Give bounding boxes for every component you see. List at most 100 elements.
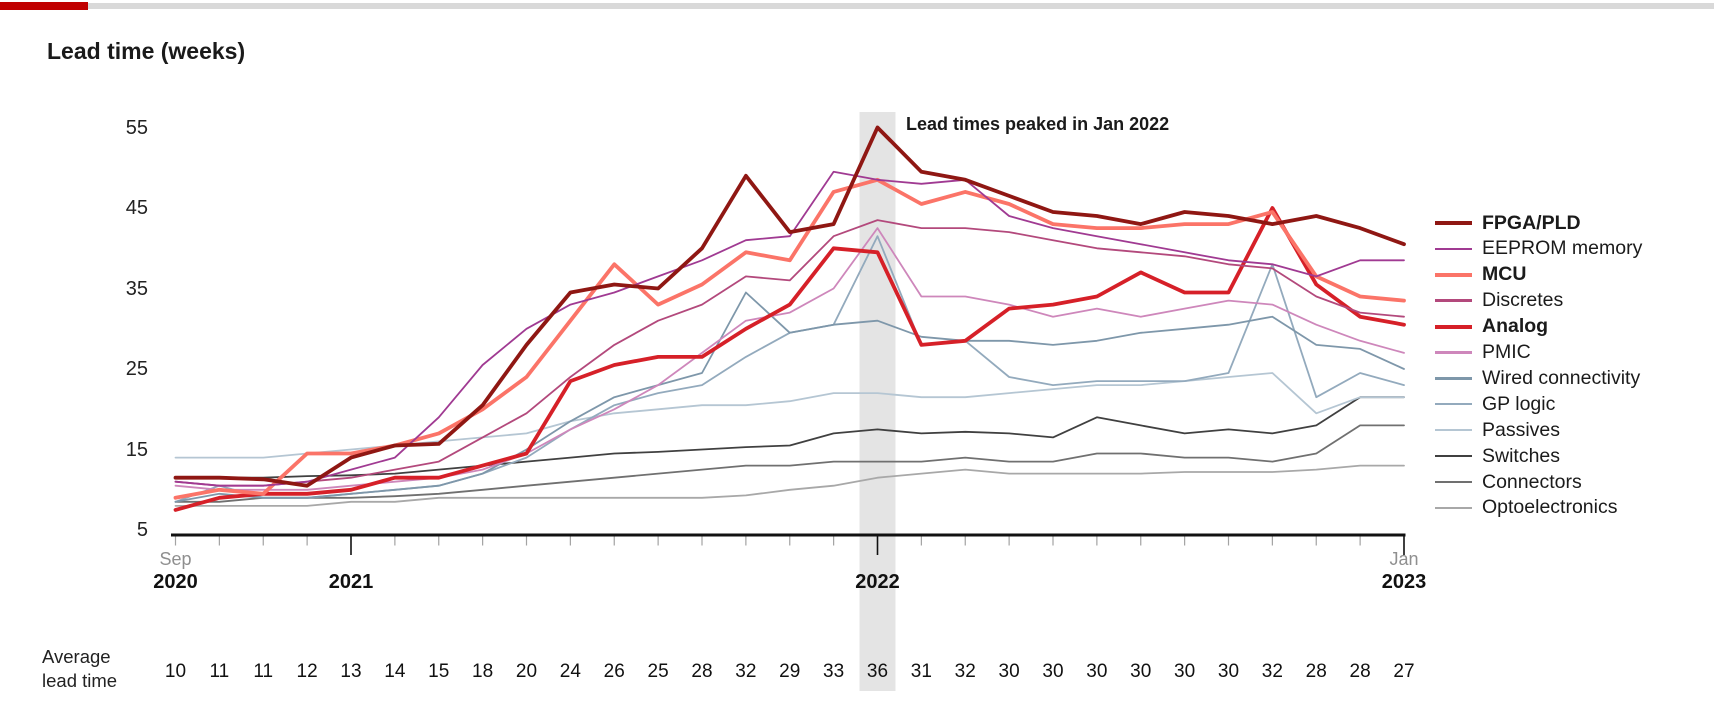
legend-item-pmic: PMIC — [1435, 341, 1531, 365]
average-value: 26 — [603, 661, 625, 682]
page-title: Lead time (weeks) — [47, 38, 246, 64]
legend-swatch — [1435, 403, 1472, 406]
average-value: 30 — [1042, 661, 1064, 682]
legend-label: EEPROM memory — [1482, 237, 1643, 260]
top-bar-gray-segment — [0, 3, 1714, 9]
average-value: 30 — [1174, 661, 1196, 682]
y-axis-tick-label: 45 — [125, 197, 148, 219]
average-value: 28 — [1305, 661, 1327, 682]
legend-swatch — [1435, 351, 1472, 354]
x-axis-year-label: 2022 — [855, 571, 900, 593]
average-value: 30 — [998, 661, 1020, 682]
legend-item-optoelectronics: Optoelectronics — [1435, 496, 1617, 520]
legend-swatch — [1435, 428, 1472, 432]
legend-item-gp-logic: GP logic — [1435, 392, 1555, 416]
average-value: 24 — [559, 661, 581, 682]
average-value: 31 — [910, 661, 932, 682]
legend-swatch — [1435, 272, 1472, 277]
legend-label: PMIC — [1482, 341, 1531, 363]
average-lead-time-label: Average lead time — [42, 646, 118, 691]
x-axis-label: Jan 2023 — [1359, 548, 1449, 594]
series-line-eeprom-memory — [174, 170, 1405, 487]
average-value: 32 — [735, 661, 757, 682]
average-value: 14 — [384, 661, 406, 682]
legend-label: Optoelectronics — [1482, 496, 1618, 519]
legend-item-fpga-pld: FPGA/PLD — [1435, 211, 1581, 235]
x-axis-label: 2022 — [833, 548, 923, 594]
series-line-fpga-pld — [173, 125, 1406, 488]
x-axis-label: 2021 — [306, 548, 396, 594]
legend-item-discretes: Discretes — [1435, 289, 1563, 313]
average-value: 30 — [1086, 661, 1108, 682]
legend-item-analog: Analog — [1435, 315, 1548, 339]
x-axis-year-label: 2021 — [328, 571, 374, 593]
legend-item-connectors: Connectors — [1435, 470, 1582, 494]
legend-item-wired-connectivity: Wired connectivity — [1435, 366, 1640, 390]
average-value: 33 — [823, 661, 845, 682]
average-value: 10 — [164, 661, 187, 682]
average-value: 36 — [866, 661, 889, 682]
series-line-connectors — [174, 424, 1405, 503]
average-value: 29 — [779, 661, 801, 682]
series-line-mcu — [173, 177, 1406, 500]
y-axis-tick-label: 15 — [125, 438, 148, 461]
average-value: 32 — [1261, 661, 1283, 682]
legend-label: Discretes — [1482, 289, 1564, 312]
legend-item-passives: Passives — [1435, 418, 1560, 442]
average-value: 20 — [515, 661, 538, 682]
series-line-analog — [173, 206, 1406, 512]
average-value: 28 — [691, 661, 713, 682]
x-axis-month-label — [306, 548, 396, 570]
legend-label: Analog — [1482, 315, 1549, 338]
legend-swatch — [1435, 299, 1472, 302]
annotation-label: Lead times peaked in Jan 2022 — [906, 114, 1170, 134]
average-value: 12 — [296, 661, 318, 682]
x-axis-month-label — [833, 548, 923, 570]
highlight-band — [859, 112, 896, 691]
average-value: 25 — [647, 661, 669, 682]
legend-swatch — [1435, 480, 1472, 484]
average-value: 15 — [428, 661, 450, 682]
average-value: 30 — [1217, 661, 1240, 682]
legend-swatch — [1435, 247, 1472, 251]
average-value: 30 — [1130, 661, 1152, 682]
legend-swatch — [1435, 377, 1472, 380]
y-axis-tick-label: 55 — [125, 116, 148, 139]
legend-label: GP logic — [1482, 392, 1556, 415]
legend-swatch — [1435, 506, 1472, 510]
legend-label: Passives — [1482, 418, 1561, 441]
average-value: 28 — [1349, 661, 1371, 682]
legend-label: MCU — [1482, 263, 1527, 286]
x-axis-label: Sep 2020 — [131, 548, 221, 594]
y-axis-tick-label: 25 — [125, 358, 148, 380]
x-axis-year-label: 2020 — [153, 571, 198, 593]
x-axis-month-label: Sep — [159, 549, 192, 569]
series-line-optoelectronics — [174, 464, 1405, 507]
top-bar-red-segment — [0, 2, 88, 10]
y-axis-tick-label: 5 — [136, 519, 148, 541]
average-value: 11 — [253, 661, 274, 682]
series-line-discretes — [174, 219, 1405, 487]
average-value: 32 — [954, 661, 976, 682]
legend-swatch — [1435, 324, 1472, 329]
legend-item-eeprom-memory: EEPROM memory — [1435, 237, 1642, 261]
average-value: 11 — [209, 661, 230, 682]
legend-label: Connectors — [1482, 470, 1582, 493]
x-axis-year-label: 2023 — [1381, 571, 1427, 593]
legend-label: FPGA/PLD — [1482, 211, 1581, 234]
legend-label: Switches — [1482, 444, 1561, 467]
legend-label: Wired connectivity — [1482, 366, 1641, 389]
series-line-gp-logic — [174, 235, 1405, 503]
top-accent-bar — [0, 2, 1714, 10]
legend-swatch — [1435, 221, 1472, 225]
y-axis-tick-label: 35 — [125, 277, 148, 300]
legend-item-mcu: MCU — [1435, 263, 1526, 287]
average-value: 13 — [340, 661, 362, 682]
average-value: 18 — [472, 661, 494, 682]
series-line-wired-connectivity — [174, 291, 1405, 503]
series-line-switches — [174, 396, 1405, 479]
average-value: 27 — [1393, 661, 1415, 682]
legend-swatch — [1435, 454, 1472, 458]
legend-item-switches: Switches — [1435, 444, 1560, 468]
